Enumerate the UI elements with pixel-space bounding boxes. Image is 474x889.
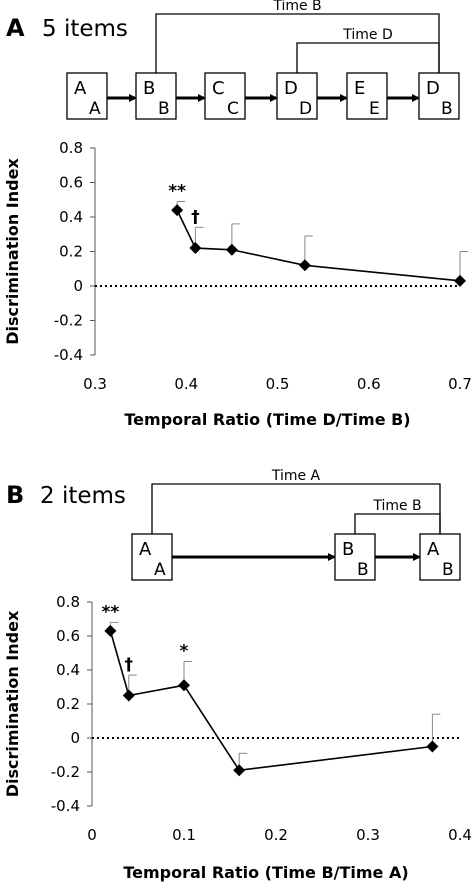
bracket-label: Time B (272, 0, 321, 14)
series-line (109, 630, 433, 772)
bracket-line (354, 513, 441, 534)
item-label: C (212, 78, 225, 99)
y-tick-label: 0 (70, 729, 80, 747)
item-box (135, 72, 177, 120)
data-point (233, 764, 246, 777)
y-tick-label: 0.2 (56, 695, 80, 713)
item-label: A (74, 78, 87, 99)
data-point (178, 679, 190, 692)
x-tick-label: 0.4 (448, 826, 472, 844)
y-tick-label: -0.2 (54, 312, 83, 330)
item-sublabel: B (357, 560, 369, 580)
item-label: B (143, 78, 155, 99)
data-point (298, 259, 311, 272)
data-point (426, 740, 439, 753)
panel-b-letter: B (6, 481, 24, 509)
panel-b-subtitle: 2 items (40, 483, 126, 509)
item-sublabel: B (158, 99, 170, 119)
x-tick-label: 0 (87, 826, 97, 844)
y-tick-label: 0.8 (56, 593, 80, 611)
x-tick-label: 0.7 (448, 375, 472, 393)
item-sublabel: C (227, 99, 239, 119)
item-box (66, 72, 108, 120)
data-point (189, 242, 202, 255)
item-sublabel: A (89, 99, 101, 119)
item-box (276, 72, 318, 120)
item-box (346, 72, 388, 120)
y-axis-label: Discrimination Index (3, 610, 22, 797)
panel-a-chart: 0.8 0.6 0.4 0.2 0 -0.2 -0.40.3 0.4 0.5 0.6 0.7 Temp… (3, 139, 472, 429)
significance-marker: † (191, 207, 200, 227)
y-tick-label: -0.4 (54, 346, 83, 364)
significance-marker: ** (168, 181, 186, 201)
item-label: B (342, 539, 354, 560)
y-axis-label: Discrimination Index (3, 158, 22, 345)
item-sublabel: B (442, 560, 454, 580)
item-box (334, 533, 376, 581)
item-box (418, 72, 460, 120)
item-sublabel: D (299, 99, 312, 119)
x-tick-label: 0.3 (83, 375, 107, 393)
y-tick-label: 0.4 (56, 661, 80, 679)
y-tick-label: 0.6 (56, 627, 80, 645)
significance-marker: † (125, 655, 134, 675)
y-tick-label: 0.8 (59, 139, 83, 157)
y-tick-label: -0.4 (51, 797, 80, 815)
item-box (204, 72, 246, 120)
item-sublabel: E (369, 99, 380, 119)
bracket-label: Time B (372, 498, 421, 514)
item-label: A (427, 539, 440, 560)
data-point (171, 204, 184, 217)
item-box (419, 533, 461, 581)
x-tick-label: 0.6 (357, 375, 381, 393)
x-tick-label: 0.3 (356, 826, 380, 844)
panel-a-subtitle: 5 items (42, 16, 128, 42)
significance-marker: * (180, 642, 189, 662)
item-label: E (354, 78, 365, 99)
series-line (176, 209, 461, 282)
data-point (454, 274, 466, 287)
bracket-label: Time D (342, 27, 393, 43)
y-tick-label: 0.6 (59, 174, 83, 192)
data-point (122, 689, 135, 702)
panel-b-chart: 0.8 0.6 0.4 0.2 0 -0.2 -0.4 0 0.1 0.2 0.3 0.4 Tempor… (3, 593, 472, 882)
bracket-line (151, 483, 441, 534)
significance-marker: ** (102, 602, 120, 622)
y-tick-label: 0.4 (59, 208, 83, 226)
item-label: D (426, 78, 440, 99)
item-label: A (139, 539, 152, 560)
item-sublabel: B (441, 99, 453, 119)
y-tick-label: 0.2 (59, 243, 83, 261)
bracket-line (296, 42, 440, 73)
item-box (131, 533, 173, 581)
x-axis-label: Temporal Ratio (Time D/Time B) (124, 410, 410, 429)
item-sublabel: A (154, 560, 166, 580)
item-label: D (284, 78, 298, 99)
y-tick-label: 0 (73, 277, 83, 295)
bracket-label: Time A (271, 468, 321, 484)
x-tick-label: 0.1 (172, 826, 196, 844)
x-axis-label: Temporal Ratio (Time B/Time A) (123, 863, 408, 882)
x-tick-label: 0.5 (266, 375, 290, 393)
y-tick-label: -0.2 (51, 763, 80, 781)
x-tick-label: 0.4 (174, 375, 198, 393)
data-point (225, 243, 238, 256)
x-tick-label: 0.2 (264, 826, 288, 844)
data-point (104, 624, 117, 637)
panel-a-letter: A (6, 14, 25, 42)
